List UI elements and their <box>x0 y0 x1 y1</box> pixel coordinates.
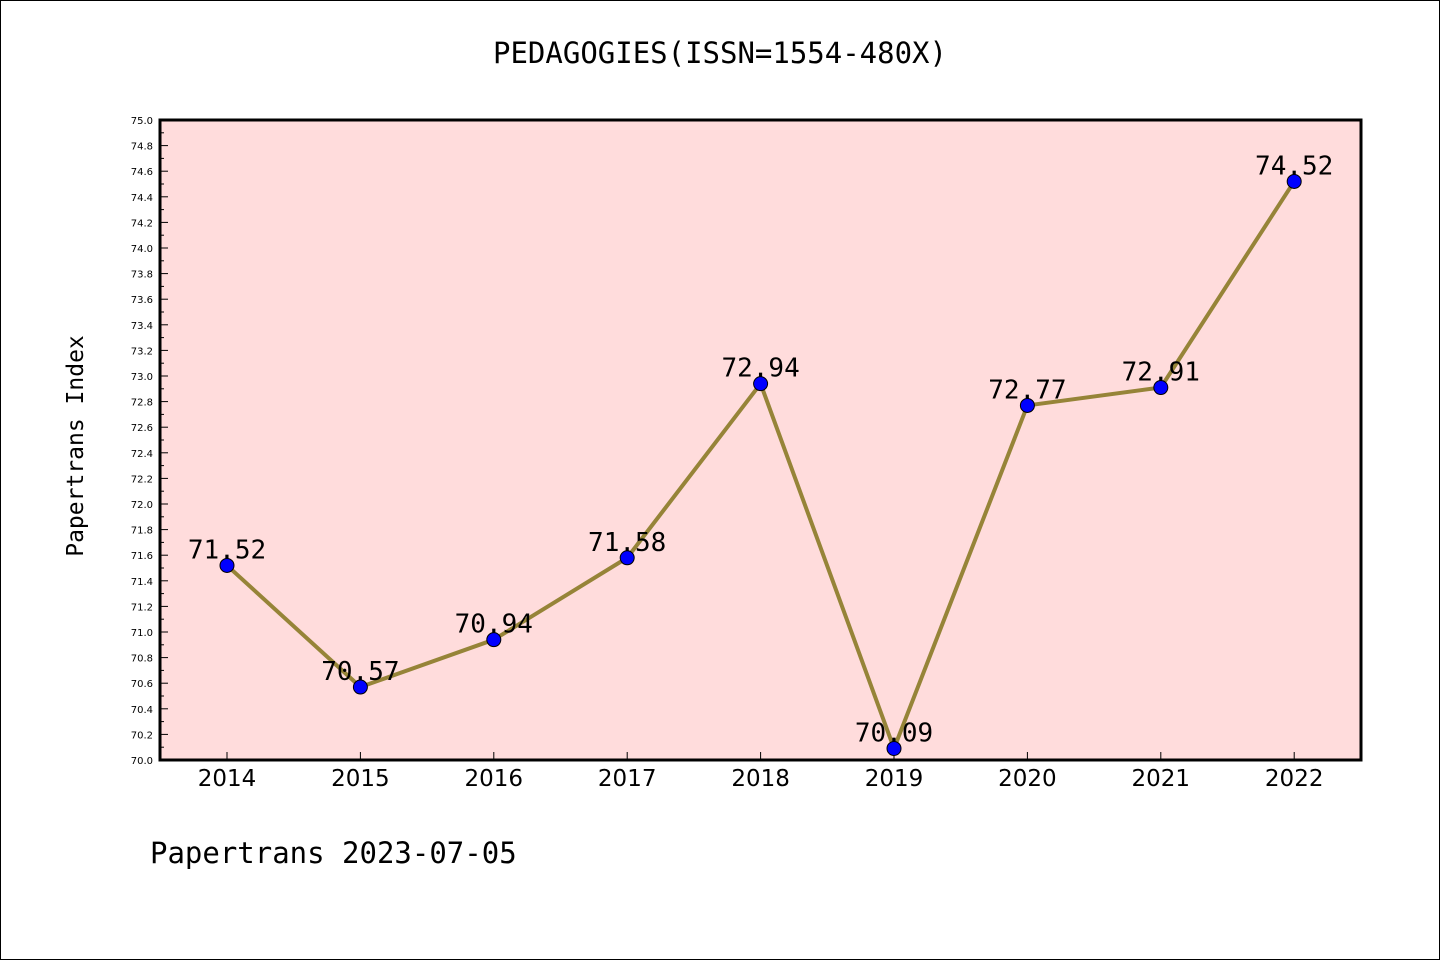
y-tick-label: 72.2 <box>131 474 153 485</box>
y-tick-label: 70.6 <box>131 679 153 690</box>
data-point-marker <box>352 679 368 695</box>
x-tick-label: 2021 <box>1132 766 1191 792</box>
y-tick-label: 72.0 <box>131 500 153 511</box>
y-tick-label: 70.4 <box>131 705 153 716</box>
x-tick-label: 2014 <box>198 766 257 792</box>
data-label: 72.77 <box>988 375 1066 405</box>
data-label: 71.52 <box>188 535 266 565</box>
data-point-marker <box>1286 173 1302 189</box>
y-tick-label: 75.0 <box>131 116 153 127</box>
data-point-marker <box>486 632 502 648</box>
data-label: 72.91 <box>1122 358 1200 388</box>
y-tick-label: 71.8 <box>131 526 153 537</box>
y-tick-label: 73.0 <box>131 372 153 383</box>
chart-title: PEDAGOGIES(ISSN=1554-480X) <box>493 36 947 70</box>
data-label: 70.57 <box>321 657 399 687</box>
data-labels-layer: 71.52 70.57 70.94 71.58 72.94 70.09 72.77 72.91… <box>188 151 1333 748</box>
series-layer <box>219 173 1302 756</box>
data-label: 70.09 <box>855 718 933 748</box>
x-axis-ticks: 2014 2015 2016 2017 2018 2019 2020 2021 2022 <box>198 752 1324 792</box>
plot-area <box>160 120 1361 760</box>
y-tick-label: 74.8 <box>131 142 153 153</box>
y-tick-label: 70.2 <box>131 730 153 741</box>
x-tick-label: 2022 <box>1265 766 1324 792</box>
y-tick-label: 74.2 <box>131 218 153 229</box>
y-axis-ticks: 70.0 70.2 70.4 70.6 70.8 71.0 71.2 71.4 71.6 71.8… <box>131 116 168 767</box>
data-point-marker <box>219 557 235 573</box>
y-tick-label: 71.0 <box>131 628 153 639</box>
data-point-marker <box>1019 397 1035 413</box>
y-tick-label: 70.0 <box>131 756 153 767</box>
x-tick-label: 2017 <box>598 766 657 792</box>
x-tick-label: 2018 <box>731 766 790 792</box>
x-tick-label: 2019 <box>865 766 924 792</box>
data-point-marker <box>753 376 769 392</box>
y-tick-label: 74.4 <box>131 193 153 204</box>
x-tick-label: 2020 <box>998 766 1057 792</box>
y-tick-label: 73.4 <box>131 321 153 332</box>
data-point-marker <box>886 740 902 756</box>
y-tick-label: 71.6 <box>131 551 153 562</box>
plot-border <box>158 118 1363 762</box>
y-tick-label: 71.4 <box>131 577 153 588</box>
x-tick-label: 2016 <box>465 766 524 792</box>
x-tick-label: 2015 <box>331 766 390 792</box>
data-label: 71.58 <box>588 528 666 558</box>
y-tick-label: 73.2 <box>131 346 153 357</box>
data-point-marker <box>619 550 635 566</box>
y-tick-label: 73.6 <box>131 295 153 306</box>
y-tick-label: 74.0 <box>131 244 153 255</box>
y-tick-label: 70.8 <box>131 654 153 665</box>
data-label: 70.94 <box>455 610 533 640</box>
footer-note: Papertrans 2023-07-05 <box>150 836 517 870</box>
y-tick-label: 72.4 <box>131 449 153 460</box>
data-point-marker <box>1153 380 1169 396</box>
y-tick-label: 72.8 <box>131 398 153 409</box>
y-tick-label: 71.2 <box>131 602 153 613</box>
y-tick-label: 74.6 <box>131 167 153 178</box>
data-label: 74.52 <box>1255 151 1333 181</box>
y-tick-label: 72.6 <box>131 423 153 434</box>
y-tick-label: 73.8 <box>131 270 153 281</box>
data-label: 72.94 <box>721 354 799 384</box>
